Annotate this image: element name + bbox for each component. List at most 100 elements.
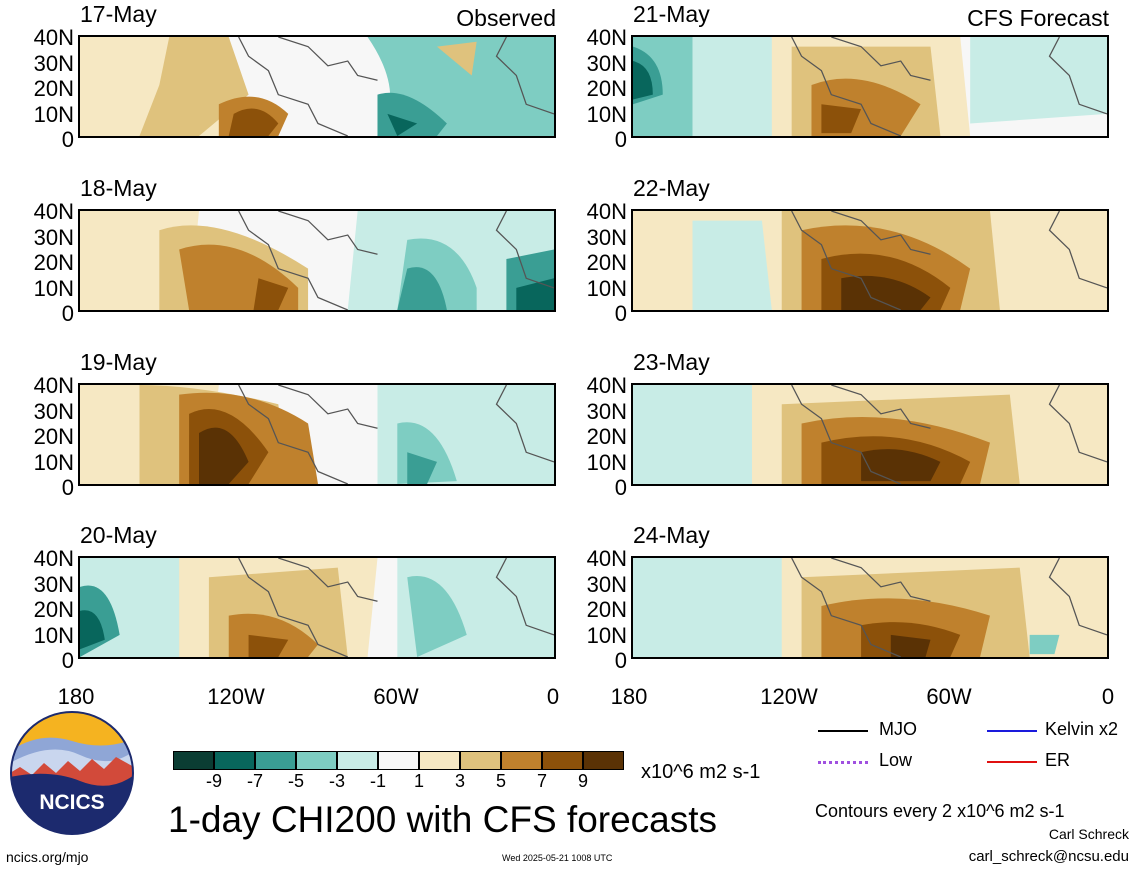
site-url: ncics.org/mjo — [6, 849, 89, 865]
left-lat-label: 20N — [33, 76, 74, 101]
colorbar-tick-label: -3 — [328, 771, 345, 791]
legend-er-label: ER — [1045, 750, 1071, 770]
left-lat-label: 0 — [61, 127, 74, 152]
right-lat-label: 40N — [586, 25, 627, 50]
legend-er-line — [987, 761, 1037, 763]
left-lat-label: 40N — [33, 199, 74, 224]
right-map-panel-0 — [631, 35, 1109, 138]
right-map-panel-2 — [631, 383, 1109, 486]
left-lat-label: 30N — [33, 398, 74, 424]
legend-mjo-label: MJO — [879, 719, 917, 739]
left-lat-label: 20N — [33, 424, 74, 449]
right-lat-label: 40N — [586, 373, 627, 398]
colorbar-swatch — [214, 751, 255, 770]
contours-note: Contours every 2 x10^6 m2 s-1 — [815, 801, 1065, 821]
right-map-panel-3 — [631, 556, 1109, 659]
main-title: 1-day CHI200 with CFS forecasts — [168, 799, 718, 840]
left-lat-label: 10N — [33, 622, 74, 648]
lon-label-120w-right: 120W — [760, 684, 818, 709]
colorbar-swatch — [337, 751, 378, 770]
left-lat-label: 0 — [61, 475, 74, 500]
right-lat-label: 0 — [614, 648, 627, 673]
right-lat-label: 0 — [614, 127, 627, 152]
lon-label-0-right: 0 — [1101, 684, 1115, 709]
colorbar-tick-label: 1 — [413, 771, 424, 791]
right-lat-label: 40N — [586, 199, 627, 224]
right-lat-label: 30N — [586, 571, 627, 597]
colorbar-tick-label: -5 — [287, 771, 304, 791]
left-date-label-2: 19-May — [80, 349, 157, 375]
colorbar-swatch — [419, 751, 460, 770]
right-lat-label: 20N — [586, 597, 627, 622]
left-lat-label: 20N — [33, 597, 74, 622]
colorbar-swatch — [255, 751, 296, 770]
left-lat-label: 40N — [33, 373, 74, 398]
right-map-panel-1 — [631, 209, 1109, 312]
left-lat-label: 20N — [33, 250, 74, 275]
left-date-label-3: 20-May — [80, 522, 157, 548]
colorbar-tick-label: -1 — [369, 771, 386, 791]
left-lat-label: 30N — [33, 571, 74, 597]
right-date-label-0: 21-May — [633, 1, 710, 27]
lon-label-120w-left: 120W — [207, 684, 265, 709]
colorbar-tick-label: -9 — [205, 771, 222, 791]
colorbar-swatch — [542, 751, 583, 770]
right-lat-label: 20N — [586, 250, 627, 275]
logo-text: NCICS — [39, 791, 104, 814]
left-corner-label: Observed — [456, 5, 556, 31]
right-date-label-1: 22-May — [633, 175, 710, 201]
legend-kelvin-line — [987, 730, 1037, 732]
timestamp: Wed 2025-05-21 1008 UTC — [502, 853, 613, 863]
colorbar-swatch — [173, 751, 214, 770]
author-email: carl_schreck@ncsu.edu — [968, 848, 1129, 865]
left-map-panel-2 — [78, 383, 556, 486]
colorbar-swatch — [378, 751, 419, 770]
right-lat-label: 10N — [586, 275, 627, 301]
left-date-label-0: 17-May — [80, 1, 157, 27]
left-lat-label: 40N — [33, 25, 74, 50]
lon-label-60w-left: 60W — [373, 684, 419, 709]
right-lat-label: 30N — [586, 50, 627, 76]
left-date-label-1: 18-May — [80, 175, 157, 201]
right-lat-label: 30N — [586, 398, 627, 424]
legend-mjo-line — [818, 730, 868, 732]
right-corner-label: CFS Forecast — [967, 5, 1109, 31]
left-map-panel-3 — [78, 556, 556, 659]
lon-label-180-left: 180 — [57, 684, 95, 709]
ncics-logo: NCICS — [10, 711, 134, 835]
right-lat-label: 10N — [586, 449, 627, 475]
colorbar-swatch — [296, 751, 337, 770]
colorbar-swatch — [501, 751, 542, 770]
colorbar-swatch — [460, 751, 501, 770]
lon-label-60w-right: 60W — [926, 684, 972, 709]
left-lat-label: 10N — [33, 449, 74, 475]
legend-kelvin-label: Kelvin x2 — [1045, 719, 1119, 739]
right-lat-label: 0 — [614, 301, 627, 326]
colorbar-tick-label: 9 — [577, 771, 588, 791]
left-lat-label: 0 — [61, 648, 74, 673]
left-map-panel-0 — [78, 35, 556, 138]
right-lat-label: 20N — [586, 76, 627, 101]
left-lat-label: 0 — [61, 301, 74, 326]
legend-low-label: Low — [879, 750, 913, 770]
right-lat-label: 10N — [586, 101, 627, 127]
left-lat-label: 30N — [33, 50, 74, 76]
left-lat-label: 10N — [33, 101, 74, 127]
left-lat-label: 40N — [33, 546, 74, 571]
colorbar-tick-label: 3 — [454, 771, 465, 791]
colorbar-tick-label: -7 — [246, 771, 263, 791]
colorbar-units: x10^6 m2 s-1 — [641, 761, 761, 783]
right-lat-label: 0 — [614, 475, 627, 500]
right-date-label-2: 23-May — [633, 349, 710, 375]
lon-label-0-left: 0 — [546, 684, 560, 709]
right-lat-label: 40N — [586, 546, 627, 571]
left-map-panel-1 — [78, 209, 556, 312]
right-lat-label: 10N — [586, 622, 627, 648]
left-lat-label: 10N — [33, 275, 74, 301]
right-date-label-3: 24-May — [633, 522, 710, 548]
author-name: Carl Schreck — [1048, 826, 1129, 842]
right-lat-label: 20N — [586, 424, 627, 449]
colorbar-tick-label: 5 — [495, 771, 506, 791]
right-lat-label: 30N — [586, 224, 627, 250]
colorbar-swatch — [583, 751, 624, 770]
